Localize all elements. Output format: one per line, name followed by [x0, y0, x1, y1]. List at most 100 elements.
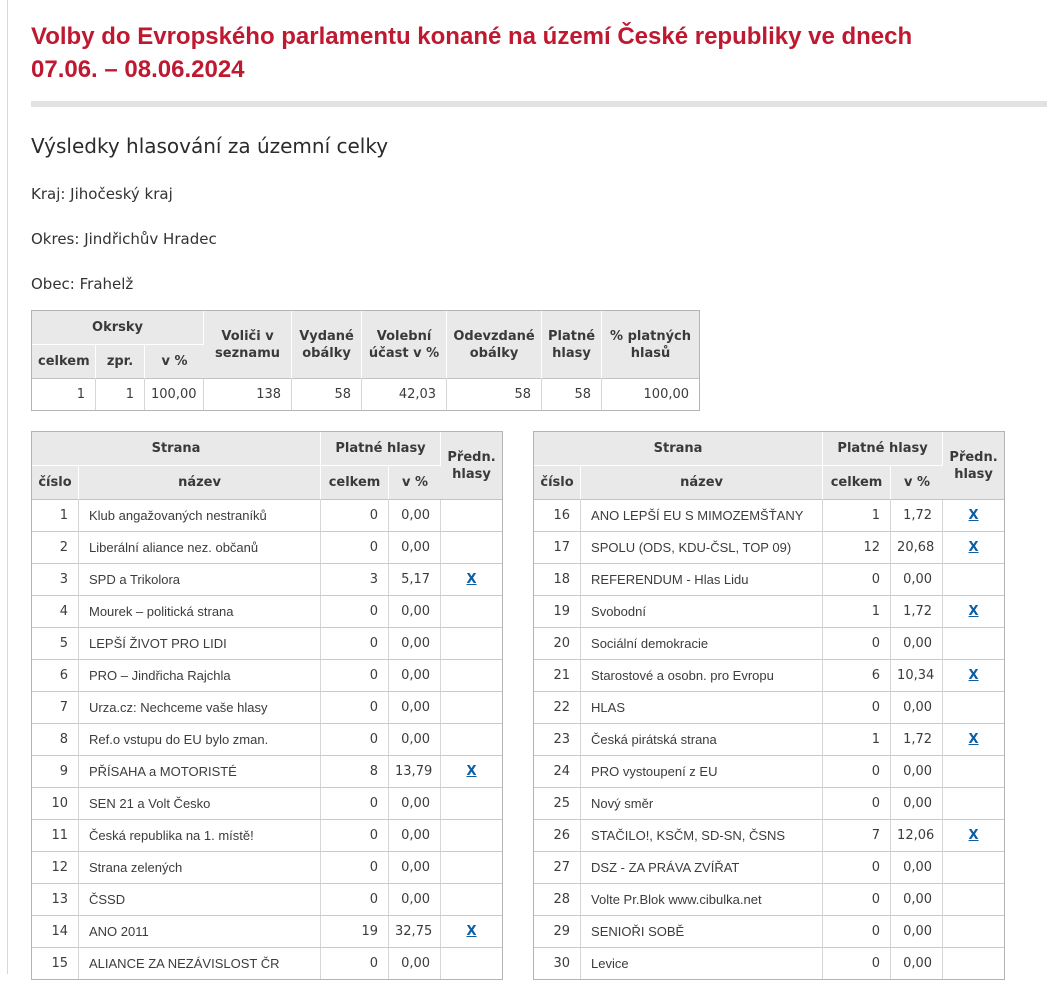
preferential-votes-link[interactable]: X	[968, 828, 979, 843]
party-number: 6	[32, 660, 79, 692]
party-row: 13 ČSSD 0 0,00	[32, 884, 503, 916]
party-votes-pct: 1,72	[891, 724, 944, 756]
okrsky-zpr-value: 1	[96, 379, 145, 410]
party-votes-pct: 0,00	[389, 596, 442, 628]
party-votes-pct: 20,68	[891, 532, 944, 564]
party-name: Volte Pr.Blok www.cibulka.net	[581, 884, 824, 916]
preferential-votes-link[interactable]: X	[968, 508, 979, 523]
page-title-line2: 07.06. – 08.06.2024	[31, 56, 245, 83]
party-number: 3	[32, 564, 79, 596]
party-votes-pct: 0,00	[389, 852, 442, 884]
party-name: Klub angažovaných nestraníků	[79, 500, 322, 532]
party-votes-total: 6	[823, 660, 892, 692]
okrsky-pct-header: v %	[145, 345, 205, 379]
preferential-votes-link[interactable]: X	[968, 668, 979, 683]
party-name: SEN 21 a Volt Česko	[79, 788, 322, 820]
preferential-votes-link[interactable]: X	[466, 572, 477, 587]
party-votes-total: 0	[321, 628, 390, 660]
party-name: Česká pirátská strana	[581, 724, 824, 756]
party-row: 8 Ref.o vstupu do EU bylo zman. 0 0,00	[32, 724, 503, 756]
preferential-votes-link[interactable]: X	[466, 764, 477, 779]
party-number: 29	[534, 916, 582, 948]
party-votes-total: 0	[321, 660, 390, 692]
party-row: 11 Česká republika na 1. místě! 0 0,00	[32, 820, 503, 852]
party-row: 18 REFERENDUM - Hlas Lidu 0 0,00	[534, 564, 1005, 596]
platne-hlasy-group-header: Platné hlasy	[823, 432, 944, 466]
party-number: 13	[32, 884, 79, 916]
pref-votes-cell	[441, 692, 503, 724]
party-number: 5	[32, 628, 79, 660]
page-title: Volby do Evropského parlamentu konané na…	[31, 20, 1007, 86]
volebni-ucast-value: 42,03	[362, 379, 448, 410]
party-votes-pct: 32,75	[389, 916, 442, 948]
vydane-obalky-header: Vydané obálky	[292, 311, 363, 379]
party-votes-total: 0	[321, 596, 390, 628]
party-votes-total: 0	[823, 756, 892, 788]
pref-votes-cell	[441, 852, 503, 884]
okres-line: Okres: Jindřichův Hradec	[31, 230, 217, 248]
summary-table: Okrsky Voliči v seznamu Vydané obálky Vo…	[31, 310, 701, 411]
party-name: Strana zelených	[79, 852, 322, 884]
party-row: 9 PŘÍSAHA a MOTORISTÉ 8 13,79 X	[32, 756, 503, 788]
party-number: 14	[32, 916, 79, 948]
party-number: 25	[534, 788, 582, 820]
party-row: 19 Svobodní 1 1,72 X	[534, 596, 1005, 628]
party-name: SPD a Trikolora	[79, 564, 322, 596]
party-number: 4	[32, 596, 79, 628]
party-name: Levice	[581, 948, 824, 979]
party-votes-total: 0	[823, 628, 892, 660]
party-row: 2 Liberální aliance nez. občanů 0 0,00	[32, 532, 503, 564]
party-row: 14 ANO 2011 19 32,75 X	[32, 916, 503, 948]
party-row: 15 ALIANCE ZA NEZÁVISLOST ČR 0 0,00	[32, 948, 502, 979]
party-number: 21	[534, 660, 582, 692]
kraj-line: Kraj: Jihočeský kraj	[31, 185, 173, 203]
volici-v-seznamu-value: 138	[204, 379, 293, 410]
platne-hlasy-value: 58	[542, 379, 603, 410]
obec-line: Obec: Frahelž	[31, 275, 134, 293]
party-table-left: Strana Platné hlasy Předn. hlasy číslo n…	[31, 431, 504, 980]
party-name: PRO – Jindřicha Rajchla	[79, 660, 322, 692]
preferential-votes-link[interactable]: X	[968, 732, 979, 747]
party-votes-total: 0	[823, 884, 892, 916]
nazev-header: název	[581, 466, 824, 500]
party-votes-pct: 0,00	[389, 628, 442, 660]
volici-v-seznamu-header: Voliči v seznamu	[204, 311, 293, 379]
party-number: 8	[32, 724, 79, 756]
party-name: Mourek – politická strana	[79, 596, 322, 628]
party-number: 2	[32, 532, 79, 564]
party-name: Starostové a osobn. pro Evropu	[581, 660, 824, 692]
party-votes-pct: 0,00	[891, 788, 944, 820]
party-votes-total: 0	[321, 724, 390, 756]
party-number: 26	[534, 820, 582, 852]
party-votes-pct: 10,34	[891, 660, 944, 692]
okrsky-celkem-value: 1	[32, 379, 96, 410]
party-votes-pct: 0,00	[891, 916, 944, 948]
party-votes-total: 0	[321, 500, 390, 532]
pref-votes-cell	[441, 628, 503, 660]
pref-votes-cell	[943, 628, 1005, 660]
party-votes-pct: 0,00	[389, 788, 442, 820]
preferential-votes-link[interactable]: X	[968, 540, 979, 555]
party-name: PRO vystoupení z EU	[581, 756, 824, 788]
party-number: 17	[534, 532, 582, 564]
nazev-header: název	[79, 466, 322, 500]
party-votes-pct: 0,00	[891, 564, 944, 596]
party-votes-total: 1	[823, 724, 892, 756]
pref-votes-cell: X	[943, 532, 1005, 564]
party-row: 17 SPOLU (ODS, KDU-ČSL, TOP 09) 12 20,68 X	[534, 532, 1005, 564]
pref-votes-cell	[441, 948, 502, 979]
pref-votes-cell	[943, 756, 1005, 788]
page-title-line1: Volby do Evropského parlamentu konané na…	[31, 23, 913, 50]
party-number: 11	[32, 820, 79, 852]
odevzdane-obalky-header: Odevzdané obálky	[447, 311, 543, 379]
party-number: 7	[32, 692, 79, 724]
party-number: 9	[32, 756, 79, 788]
okrsky-celkem-header: celkem	[32, 345, 96, 379]
party-table-right: Strana Platné hlasy Předn. hlasy číslo n…	[533, 431, 1006, 980]
preferential-votes-link[interactable]: X	[466, 924, 477, 939]
celkem-header: celkem	[321, 466, 390, 500]
preferential-votes-link[interactable]: X	[968, 604, 979, 619]
party-votes-pct: 0,00	[389, 692, 442, 724]
party-name: Urza.cz: Nechceme vaše hlasy	[79, 692, 322, 724]
party-row: 23 Česká pirátská strana 1 1,72 X	[534, 724, 1005, 756]
